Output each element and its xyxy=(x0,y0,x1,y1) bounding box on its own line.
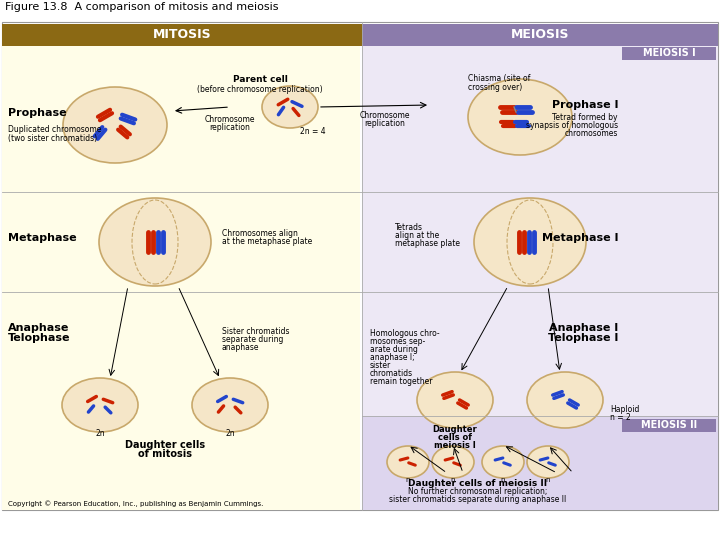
Text: Daughter cells of meiosis II: Daughter cells of meiosis II xyxy=(408,480,548,489)
Text: n: n xyxy=(500,477,505,483)
Text: MEIOSIS I: MEIOSIS I xyxy=(643,48,696,58)
Text: Homologous chro-: Homologous chro- xyxy=(370,329,440,339)
Ellipse shape xyxy=(62,378,138,432)
Bar xyxy=(622,47,716,60)
Text: anaphase I;: anaphase I; xyxy=(370,354,415,362)
Bar xyxy=(2,24,362,46)
Ellipse shape xyxy=(468,79,572,155)
Text: n: n xyxy=(406,477,410,483)
Text: 2n: 2n xyxy=(95,429,105,438)
Bar xyxy=(622,419,716,432)
Text: (two sister chromatids): (two sister chromatids) xyxy=(8,133,97,143)
Text: 2n: 2n xyxy=(225,429,235,438)
Text: anaphase: anaphase xyxy=(222,343,259,353)
Text: synapsis of homologous: synapsis of homologous xyxy=(526,120,618,130)
Text: replication: replication xyxy=(364,118,405,127)
Ellipse shape xyxy=(474,198,586,286)
Text: MEIOSIS: MEIOSIS xyxy=(510,29,570,42)
Text: chromosomes: chromosomes xyxy=(564,129,618,138)
Text: align at the: align at the xyxy=(395,232,439,240)
Ellipse shape xyxy=(527,372,603,428)
Text: Copyright © Pearson Education, Inc., publishing as Benjamin Cummings.: Copyright © Pearson Education, Inc., pub… xyxy=(8,501,264,508)
Text: MITOSIS: MITOSIS xyxy=(153,29,211,42)
Text: of mitosis: of mitosis xyxy=(138,449,192,459)
Text: Metaphase I: Metaphase I xyxy=(541,233,618,243)
Text: (before chromosome replication): (before chromosome replication) xyxy=(197,84,323,93)
Text: Telophase I: Telophase I xyxy=(548,333,618,343)
Text: sister: sister xyxy=(370,361,391,370)
Text: Tetrad formed by: Tetrad formed by xyxy=(552,112,618,122)
Text: chromatids: chromatids xyxy=(370,369,413,379)
Text: Parent cell: Parent cell xyxy=(233,76,287,84)
Text: Chromosomes align: Chromosomes align xyxy=(222,230,298,239)
Text: sister chromatids separate during anaphase II: sister chromatids separate during anapha… xyxy=(390,496,567,504)
Ellipse shape xyxy=(99,198,211,286)
Bar xyxy=(2,46,360,510)
Text: at the metaphase plate: at the metaphase plate xyxy=(222,238,312,246)
Ellipse shape xyxy=(432,446,474,478)
Text: crossing over): crossing over) xyxy=(468,83,522,91)
Text: 2n = 4: 2n = 4 xyxy=(300,126,325,136)
Ellipse shape xyxy=(527,446,569,478)
Text: metaphase plate: metaphase plate xyxy=(395,240,460,248)
Bar xyxy=(362,416,718,510)
Text: Prophase: Prophase xyxy=(8,108,67,118)
Text: n: n xyxy=(451,477,455,483)
Text: replication: replication xyxy=(210,124,251,132)
Text: separate during: separate during xyxy=(222,335,284,345)
Text: mosomes sep-: mosomes sep- xyxy=(370,338,426,347)
Text: Daughter cells: Daughter cells xyxy=(125,440,205,450)
Text: Figure 13.8  A comparison of mitosis and meiosis: Figure 13.8 A comparison of mitosis and … xyxy=(5,2,279,12)
Text: Telophase: Telophase xyxy=(8,333,71,343)
Ellipse shape xyxy=(192,378,268,432)
Text: Daughter: Daughter xyxy=(433,426,477,435)
Ellipse shape xyxy=(387,446,429,478)
Ellipse shape xyxy=(63,87,167,163)
Bar xyxy=(362,46,718,510)
Text: MEIOSIS II: MEIOSIS II xyxy=(641,420,697,430)
Text: Prophase I: Prophase I xyxy=(552,100,618,110)
Ellipse shape xyxy=(262,86,318,128)
Text: Chromosome: Chromosome xyxy=(204,116,256,125)
Ellipse shape xyxy=(482,446,524,478)
Ellipse shape xyxy=(417,372,493,428)
Text: Chromosome: Chromosome xyxy=(360,111,410,119)
Text: Tetrads: Tetrads xyxy=(395,224,423,233)
Text: Anaphase: Anaphase xyxy=(8,323,69,333)
Text: meiosis I: meiosis I xyxy=(434,442,476,450)
Text: arate during: arate during xyxy=(370,346,418,354)
Text: n: n xyxy=(546,477,550,483)
Text: Metaphase: Metaphase xyxy=(8,233,76,243)
Text: Duplicated chromosome: Duplicated chromosome xyxy=(8,125,102,133)
Text: Anaphase I: Anaphase I xyxy=(549,323,618,333)
Text: Haploid: Haploid xyxy=(610,406,639,415)
Text: Sister chromatids: Sister chromatids xyxy=(222,327,289,336)
Text: cells of: cells of xyxy=(438,434,472,442)
Text: Chiasma (site of: Chiasma (site of xyxy=(468,75,531,84)
Text: remain together: remain together xyxy=(370,377,433,387)
Text: No further chromosomal replication;: No further chromosomal replication; xyxy=(408,488,548,496)
Text: n = 2: n = 2 xyxy=(610,414,631,422)
Bar xyxy=(362,24,718,46)
